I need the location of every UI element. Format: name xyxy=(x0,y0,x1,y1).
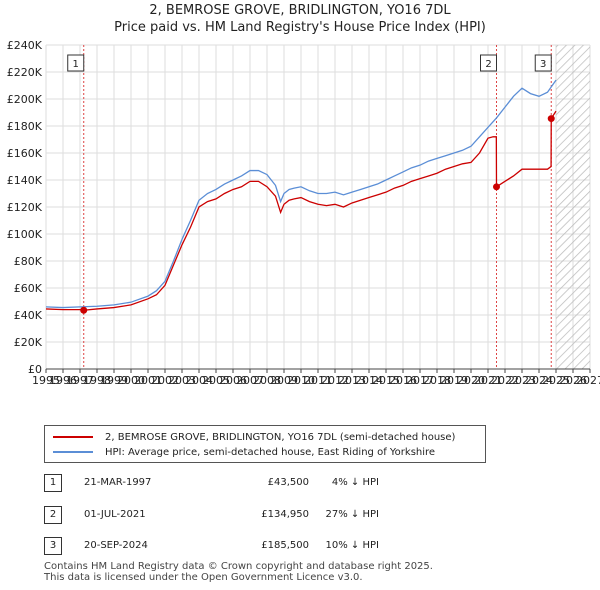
sale-date: 20-SEP-2024 xyxy=(84,540,148,551)
chart-title-line-1: 2, BEMROSE GROVE, BRIDLINGTON, YO16 7DL xyxy=(149,3,451,18)
x-tick-label: 2024 xyxy=(525,374,553,387)
x-tick-label: 2011 xyxy=(304,374,332,387)
sale-label-number: 1 xyxy=(73,59,79,70)
x-tick-label: 2009 xyxy=(270,374,298,387)
x-tick-label: 2021 xyxy=(474,374,502,387)
legend-swatch-hpi xyxy=(53,451,93,453)
x-tick-label: 2004 xyxy=(185,374,213,387)
x-tick-label: 2019 xyxy=(440,374,468,387)
x-tick-label: 1995 xyxy=(32,374,60,387)
x-tick-label: 2025 xyxy=(542,374,570,387)
x-tick-label: 2012 xyxy=(321,374,349,387)
x-tick-label: 1996 xyxy=(49,374,77,387)
property-series-line xyxy=(45,110,557,311)
x-tick-label: 2014 xyxy=(355,374,383,387)
future-hatch-region xyxy=(556,45,590,369)
y-tick-label: £240K xyxy=(7,39,43,52)
x-tick-label: 2008 xyxy=(253,374,281,387)
x-tick-label: 2020 xyxy=(457,374,485,387)
x-tick-label: 2016 xyxy=(389,374,417,387)
y-tick-label: £180K xyxy=(7,120,43,133)
x-tick-label: 2010 xyxy=(287,374,315,387)
chart-legend: 2, BEMROSE GROVE, BRIDLINGTON, YO16 7DL … xyxy=(44,425,486,463)
sale-row: 2 01-JUL-2021 £134,950 27% ↓ HPI xyxy=(44,506,524,524)
sale-price: £43,500 xyxy=(267,477,309,488)
x-tick-label: 1998 xyxy=(83,374,111,387)
sale-hpi-diff: 27% ↓ HPI xyxy=(325,509,379,520)
x-tick-label: 2006 xyxy=(219,374,247,387)
y-tick-label: £60K xyxy=(14,282,43,295)
sale-number: 1 xyxy=(44,474,62,492)
y-tick-label: £0 xyxy=(28,363,42,376)
sale-hpi-diff: 4% ↓ HPI xyxy=(331,477,379,488)
x-tick-label: 2027 xyxy=(576,374,600,387)
sale-label-box xyxy=(480,54,497,72)
hpi-series-line xyxy=(45,79,557,309)
x-tick-label: 2000 xyxy=(117,374,145,387)
legend-item-property: 2, BEMROSE GROVE, BRIDLINGTON, YO16 7DL … xyxy=(53,430,455,444)
y-tick-label: £160K xyxy=(7,147,43,160)
price-chart: 1995199619971998199920002001200220032004… xyxy=(7,39,600,387)
sale-number: 2 xyxy=(44,506,62,524)
sale-date: 01-JUL-2021 xyxy=(84,509,146,520)
x-tick-label: 2023 xyxy=(508,374,536,387)
x-tick-label: 2007 xyxy=(236,374,264,387)
y-tick-label: £40K xyxy=(14,309,43,322)
x-tick-label: 2017 xyxy=(406,374,434,387)
x-tick-label: 2001 xyxy=(134,374,162,387)
x-tick-label: 2018 xyxy=(423,374,451,387)
x-tick-label: 2022 xyxy=(491,374,519,387)
x-tick-label: 2002 xyxy=(151,374,179,387)
y-tick-label: £140K xyxy=(7,174,43,187)
legend-item-hpi: HPI: Average price, semi-detached house,… xyxy=(53,445,435,459)
x-tick-label: 2026 xyxy=(559,374,587,387)
footer-licence: This data is licensed under the Open Gov… xyxy=(44,572,363,583)
x-tick-label: 2005 xyxy=(202,374,230,387)
sale-label-number: 3 xyxy=(540,59,546,70)
y-tick-label: £20K xyxy=(14,336,43,349)
y-tick-label: £120K xyxy=(7,201,43,214)
sale-label-box xyxy=(534,54,552,72)
sale-price: £134,950 xyxy=(261,509,309,520)
sale-point xyxy=(493,183,500,191)
y-tick-label: £80K xyxy=(14,255,43,268)
legend-label-hpi: HPI: Average price, semi-detached house,… xyxy=(105,446,436,458)
sale-row: 3 20-SEP-2024 £185,500 10% ↓ HPI xyxy=(44,537,524,555)
y-tick-label: £100K xyxy=(7,228,43,241)
sale-date: 21-MAR-1997 xyxy=(84,477,152,488)
x-tick-label: 2015 xyxy=(372,374,400,387)
chart-title-line-2: Price paid vs. HM Land Registry's House … xyxy=(114,20,486,35)
y-tick-label: £220K xyxy=(7,66,43,79)
sale-label-box xyxy=(67,54,85,72)
sale-number: 3 xyxy=(44,537,62,555)
x-tick-label: 2003 xyxy=(168,374,196,387)
sale-price: £185,500 xyxy=(261,540,309,551)
sale-label-number: 2 xyxy=(485,59,491,70)
x-tick-label: 1999 xyxy=(100,374,128,387)
x-tick-label: 1997 xyxy=(66,374,94,387)
sale-point xyxy=(547,115,555,123)
sale-point xyxy=(80,306,88,314)
sale-hpi-diff: 10% ↓ HPI xyxy=(325,540,379,551)
sale-row: 1 21-MAR-1997 £43,500 4% ↓ HPI xyxy=(44,474,524,492)
y-tick-label: £200K xyxy=(7,93,43,106)
x-tick-label: 2013 xyxy=(338,374,366,387)
legend-label-property: 2, BEMROSE GROVE, BRIDLINGTON, YO16 7DL … xyxy=(105,431,456,443)
legend-swatch-property xyxy=(53,436,93,438)
footer-copyright: Contains HM Land Registry data © Crown c… xyxy=(44,561,433,572)
